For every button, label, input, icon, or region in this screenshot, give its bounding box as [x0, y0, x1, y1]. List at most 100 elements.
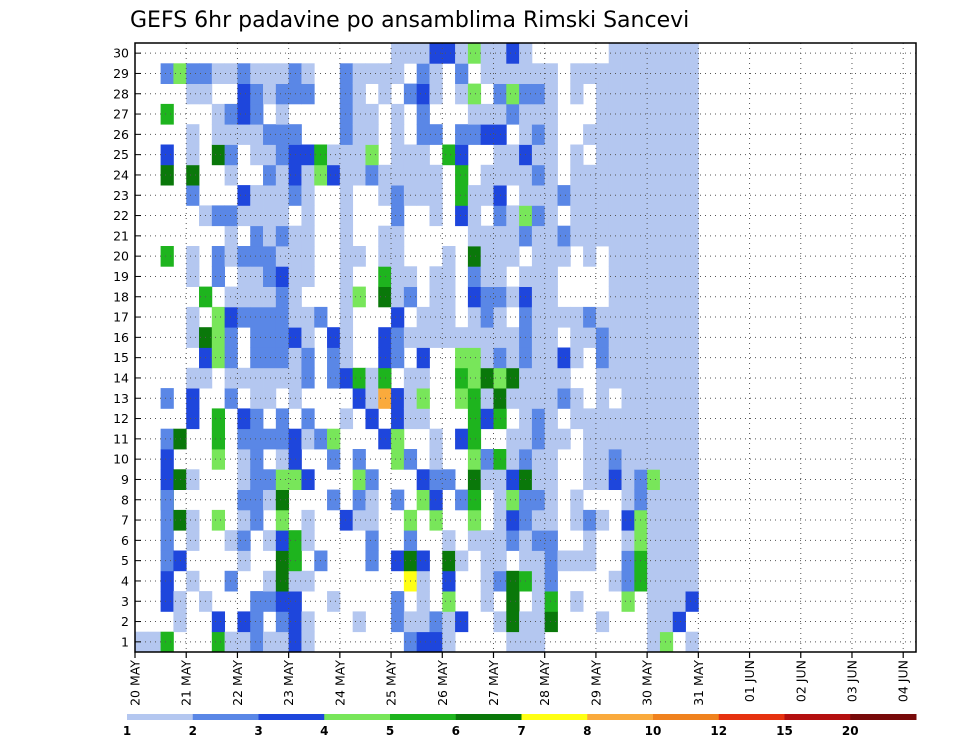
precip-cell — [416, 388, 430, 409]
precip-cell — [339, 63, 354, 84]
precip-cell — [544, 266, 558, 287]
precip-cell — [583, 124, 597, 145]
precip-cell — [263, 388, 277, 409]
precip-cell — [531, 570, 546, 592]
precip-cell — [480, 591, 494, 612]
precip-cell — [429, 611, 443, 633]
precip-cell — [506, 509, 520, 531]
precip-cell — [327, 144, 341, 166]
precip-cell — [531, 530, 546, 551]
precip-cell — [275, 266, 290, 287]
precip-cell — [275, 509, 290, 531]
precip-cell — [237, 449, 251, 470]
precip-cell — [621, 144, 635, 166]
precip-cell — [467, 489, 482, 511]
precip-cell — [659, 63, 674, 84]
precip-cell — [672, 347, 686, 369]
precip-cell — [595, 103, 610, 125]
precip-cell — [250, 449, 264, 470]
precip-cell — [659, 449, 674, 470]
precip-cell — [263, 570, 277, 592]
precip-cell — [467, 103, 482, 125]
precip-cell — [186, 469, 200, 490]
precip-cell — [672, 591, 686, 612]
precip-cell — [557, 367, 571, 389]
precip-cell — [621, 266, 635, 287]
precip-cell — [263, 63, 277, 84]
precip-cell — [365, 530, 379, 551]
precip-cell — [506, 164, 520, 186]
precip-cell — [237, 286, 251, 308]
legend-label: 8 — [583, 724, 591, 738]
precip-cell — [659, 469, 674, 490]
precip-cell — [544, 570, 558, 592]
precip-cell — [672, 266, 686, 287]
precip-cell — [250, 286, 264, 308]
precip-cell — [339, 408, 354, 430]
x-tick-label: 02 JUN — [793, 660, 808, 702]
precip-cell — [224, 63, 238, 84]
y-tick-label: 11 — [113, 431, 129, 446]
precip-cell — [147, 631, 161, 653]
precip-cell — [416, 591, 430, 612]
legend-swatch — [127, 714, 194, 720]
precip-cell — [442, 144, 456, 166]
precip-cell — [275, 144, 290, 166]
precip-cell — [301, 428, 315, 450]
precip-cell — [301, 367, 315, 389]
precip-cell — [544, 347, 558, 369]
precip-cell — [544, 144, 558, 166]
precip-cell — [672, 469, 686, 490]
precip-cell — [647, 185, 661, 206]
legend-label: 15 — [776, 724, 793, 738]
precip-cell — [570, 509, 584, 531]
y-tick-label: 28 — [113, 86, 129, 101]
precip-cell — [544, 164, 558, 186]
x-tick-label: 01 JUN — [742, 660, 757, 702]
precip-cell — [391, 449, 405, 470]
precip-cell — [416, 550, 430, 572]
y-tick-label: 12 — [113, 411, 129, 426]
precip-cell — [455, 347, 469, 369]
precip-cell — [275, 327, 290, 348]
precip-cell — [237, 185, 251, 206]
precip-cell — [301, 225, 315, 247]
precip-cell — [160, 489, 174, 511]
precip-cell — [237, 611, 251, 633]
precip-cell — [186, 388, 200, 409]
legend-swatch — [718, 714, 785, 720]
precip-cell — [455, 185, 469, 206]
precip-cell — [211, 124, 226, 145]
precip-cell — [621, 367, 635, 389]
precip-cell — [391, 63, 405, 84]
precip-cell — [327, 347, 341, 369]
x-tick-label: 31 MAY — [691, 660, 706, 706]
precip-cell — [621, 63, 635, 84]
y-tick-label: 14 — [113, 370, 129, 385]
precip-cell — [224, 205, 238, 227]
precip-cell — [250, 469, 264, 490]
precip-cell — [186, 63, 200, 84]
precip-cell — [531, 124, 546, 145]
precip-cell — [506, 367, 520, 389]
precip-cell — [685, 570, 699, 592]
precip-cell — [365, 144, 379, 166]
precip-cell — [467, 124, 482, 145]
precip-cell — [416, 631, 430, 653]
precip-cell — [506, 611, 520, 633]
precip-cell — [301, 63, 315, 84]
precip-cell — [531, 367, 546, 389]
precip-cell — [557, 550, 571, 572]
legend-label: 10 — [645, 724, 662, 738]
precip-cell — [544, 185, 558, 206]
precip-cell — [544, 246, 558, 267]
precip-cell — [455, 367, 469, 389]
precip-cell — [506, 469, 520, 490]
precip-cell — [621, 388, 635, 409]
legend-label: 5 — [386, 724, 394, 738]
precip-cell — [672, 388, 686, 409]
precip-cell — [455, 83, 469, 105]
precip-cell — [672, 327, 686, 348]
precip-cell — [442, 246, 456, 267]
precip-cell — [506, 428, 520, 450]
